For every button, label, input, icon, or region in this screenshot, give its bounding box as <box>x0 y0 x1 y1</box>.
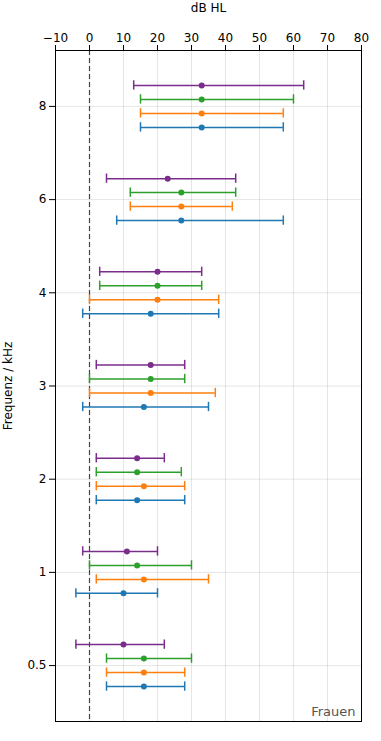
svg-text:−10: −10 <box>43 31 68 45</box>
svg-text:3: 3 <box>39 379 47 393</box>
svg-text:1: 1 <box>39 565 47 579</box>
svg-text:Frauen: Frauen <box>311 704 355 719</box>
svg-text:50: 50 <box>252 31 267 45</box>
svg-text:10: 10 <box>116 31 131 45</box>
svg-text:20: 20 <box>150 31 165 45</box>
svg-text:dB HL: dB HL <box>191 1 227 15</box>
svg-text:Frequenz / kHz: Frequenz / kHz <box>1 342 15 431</box>
svg-text:8: 8 <box>39 99 47 113</box>
svg-text:70: 70 <box>320 31 335 45</box>
svg-text:40: 40 <box>218 31 233 45</box>
svg-text:80: 80 <box>354 31 369 45</box>
svg-text:0.5: 0.5 <box>27 658 46 672</box>
svg-text:30: 30 <box>184 31 199 45</box>
svg-text:60: 60 <box>286 31 301 45</box>
svg-text:4: 4 <box>39 286 47 300</box>
svg-text:2: 2 <box>39 472 47 486</box>
svg-text:6: 6 <box>39 192 47 206</box>
svg-text:0: 0 <box>86 31 94 45</box>
